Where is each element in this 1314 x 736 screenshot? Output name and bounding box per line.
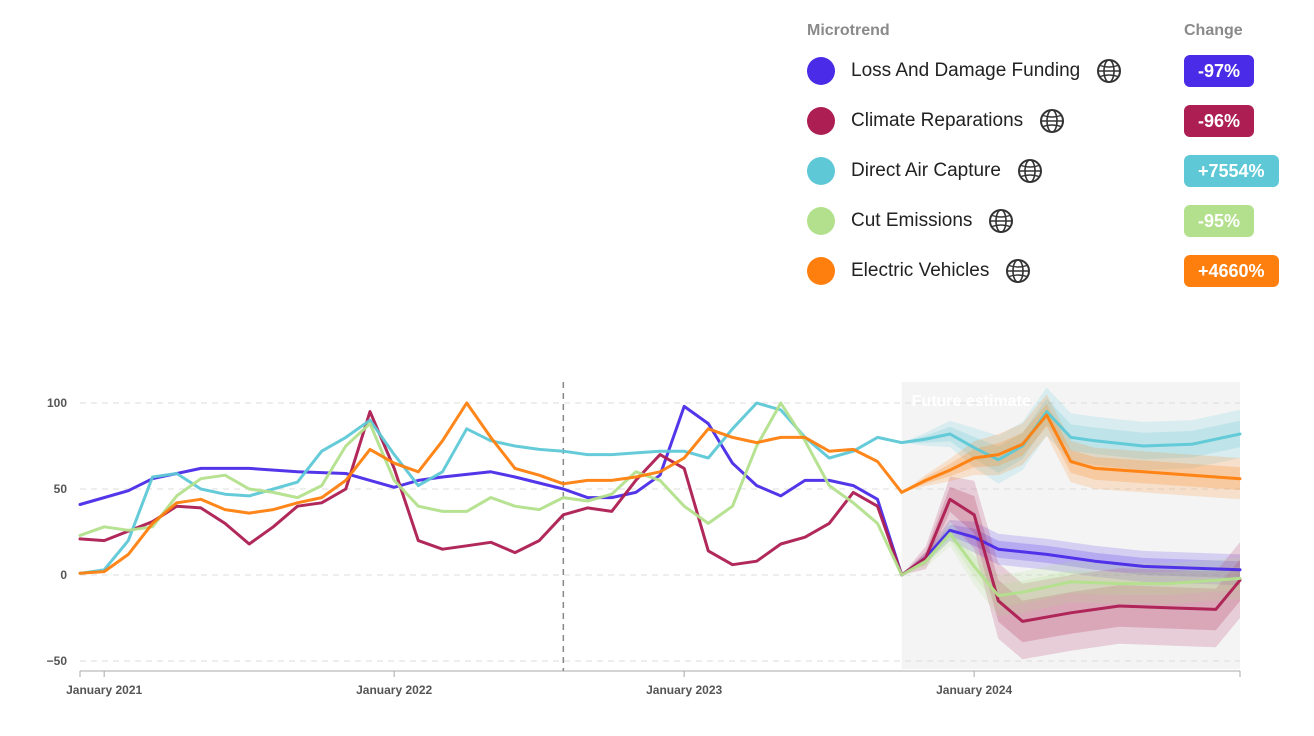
y-tick-label: −50 (47, 654, 68, 668)
forecast-band-3 (901, 521, 1240, 617)
legend-header-change: Change (1184, 22, 1243, 39)
series-color-dot (807, 107, 835, 135)
legend: Microtrend Change Loss And Damage Fundin… (806, 18, 1296, 296)
legend-item-label-wrap: Loss And Damage Funding (851, 58, 1122, 84)
forecast-band-0 (901, 524, 1240, 579)
change-badge: -96% (1184, 105, 1255, 137)
series-color-dot (807, 257, 835, 285)
change-badge: -97% (1184, 55, 1255, 87)
legend-item[interactable]: Climate Reparations -96% (806, 96, 1296, 146)
legend-rows: Loss And Damage Funding -97% Climate Repar… (806, 46, 1296, 296)
legend-item-name: Electric Vehicles (851, 260, 990, 281)
y-tick-label: 50 (54, 482, 68, 496)
change-badge: -95% (1184, 205, 1255, 237)
y-tick-label: 100 (47, 396, 67, 410)
x-tick-label: January 2023 (646, 683, 722, 697)
globe-icon[interactable] (1039, 108, 1065, 134)
series-line-0 (78, 404, 1242, 577)
legend-header: Microtrend Change (806, 18, 1296, 46)
legend-item-name: Loss And Damage Funding (851, 60, 1081, 81)
globe-icon[interactable] (1005, 258, 1031, 284)
series-color-dot (807, 157, 835, 185)
series-line-1 (78, 410, 1242, 623)
x-tick-label: January 2024 (936, 683, 1012, 697)
legend-item-name: Climate Reparations (851, 110, 1024, 131)
legend-item[interactable]: Direct Air Capture +7554% (806, 146, 1296, 196)
legend-header-microtrend: Microtrend (807, 22, 890, 39)
legend-item[interactable]: Electric Vehicles +4660% (806, 246, 1296, 296)
series-color-dot (807, 207, 835, 235)
legend-item-label-wrap: Direct Air Capture (851, 158, 1043, 184)
series-color-dot (807, 57, 835, 85)
future-estimate-region (901, 382, 1240, 669)
globe-icon[interactable] (988, 208, 1014, 234)
x-tick-label: January 2022 (356, 683, 432, 697)
forecast-band-0 (901, 520, 1240, 586)
series-line-3 (78, 401, 1242, 598)
globe-icon[interactable] (1096, 58, 1122, 84)
forecast-band-1 (901, 486, 1240, 643)
legend-item-label-wrap: Climate Reparations (851, 108, 1065, 134)
change-badge: +7554% (1184, 155, 1279, 187)
legend-item[interactable]: Loss And Damage Funding -97% (806, 46, 1296, 96)
series-line-4 (78, 401, 1242, 575)
forecast-band-3 (901, 526, 1240, 607)
forecast-band-4 (901, 403, 1240, 493)
legend-item-name: Direct Air Capture (851, 160, 1001, 181)
change-badge: +4660% (1184, 255, 1279, 287)
legend-item-name: Cut Emissions (851, 210, 973, 231)
legend-item[interactable]: Cut Emissions -95% (806, 196, 1296, 246)
y-tick-label: 0 (60, 568, 67, 582)
forecast-band-1 (901, 476, 1240, 660)
legend-item-label-wrap: Cut Emissions (851, 208, 1014, 234)
x-tick-label: January 2021 (66, 683, 142, 697)
legend-item-label-wrap: Electric Vehicles (851, 258, 1031, 284)
future-estimate-label: Future estimate (912, 393, 1031, 410)
series-line-2 (78, 401, 1242, 575)
globe-icon[interactable] (1017, 158, 1043, 184)
